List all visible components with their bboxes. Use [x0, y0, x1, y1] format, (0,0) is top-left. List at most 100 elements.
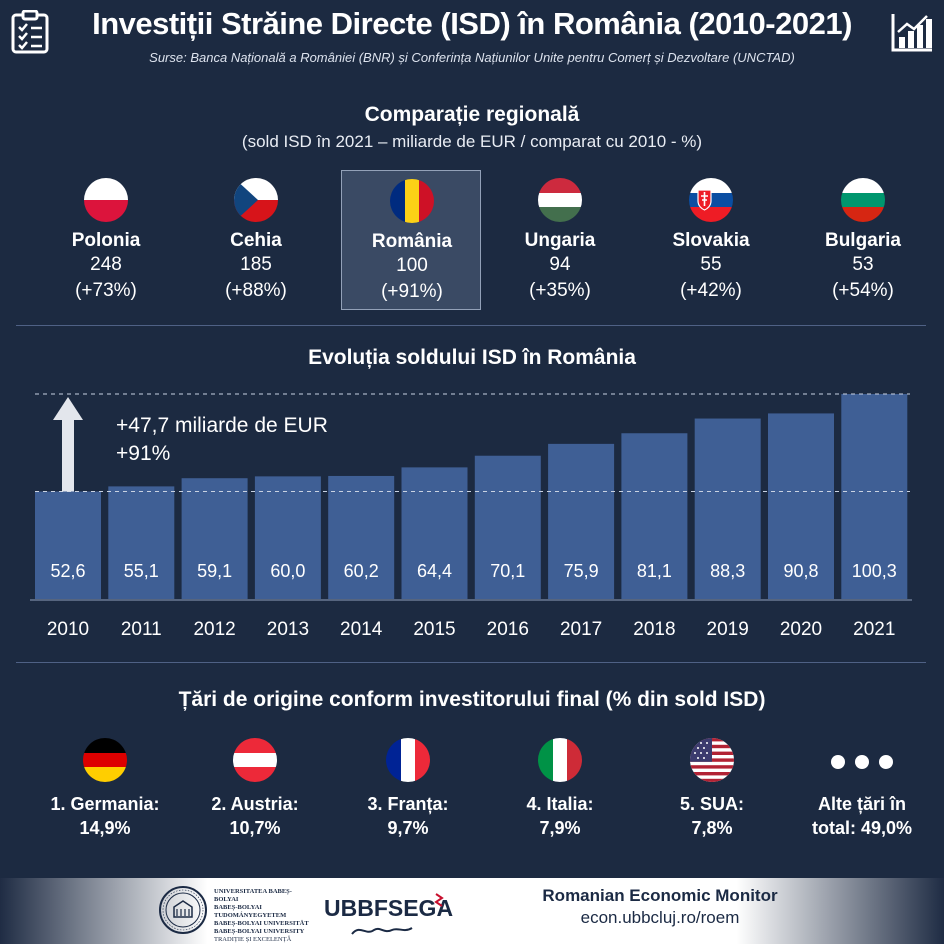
region-change: (+91%) [381, 281, 443, 302]
region-name: Bulgaria [824, 230, 902, 251]
region-change: (+73%) [75, 280, 137, 301]
increase-arrow-icon [53, 397, 83, 492]
region-value: 100 [396, 255, 428, 276]
bar-2018 [621, 433, 688, 599]
bar-2010 [35, 491, 101, 599]
origin-name: 3. Franța: [367, 794, 449, 814]
regional-title: Comparație regională [364, 103, 580, 126]
origin-percent: 10,7% [229, 818, 281, 838]
bar-value-label: 64,4 [417, 561, 452, 581]
bar-value-label: 81,1 [637, 561, 672, 581]
poland-flag-icon [84, 178, 128, 222]
header: Investiții Străine Directe (ISD) în Româ… [0, 0, 944, 80]
region-value: 248 [90, 254, 122, 275]
bar-value-label: 100,3 [852, 561, 897, 581]
origin-percent: 9,7% [387, 818, 429, 838]
bar-2013 [254, 476, 321, 599]
bar-value-label: 55,1 [124, 561, 159, 581]
region-change: (+54%) [832, 280, 894, 301]
bar-value-label: 52,6 [50, 561, 85, 581]
university-name: UNIVERSITATEA BABEȘ-BOLYAI BABEȘ-BOLYAI … [214, 888, 309, 943]
region-name: Slovakia [672, 230, 750, 251]
region-czechia: Cehia 185 (+88%) [186, 170, 326, 310]
bar-2015 [401, 467, 468, 599]
region-romania: România 100 (+91%) [341, 170, 481, 310]
section-divider [16, 662, 926, 663]
bar-2021 [841, 394, 908, 599]
bar-value-label: 70,1 [490, 561, 525, 581]
bulgaria-flag-icon [841, 178, 885, 222]
sources-note: Surse: Banca Națională a României (BNR) … [149, 50, 795, 65]
region-hungary: Ungaria 94 (+35%) [490, 170, 630, 310]
x-tick-label: 2018 [633, 619, 675, 640]
germany-flag-icon [83, 738, 127, 782]
origin-percent: total: 49,0% [811, 818, 913, 838]
region-name: România [371, 231, 453, 252]
origin-name: 4. Italia: [526, 794, 594, 814]
bar-2020 [768, 413, 834, 599]
region-change: (+88%) [225, 280, 287, 301]
bar-value-label: 59,1 [197, 561, 232, 581]
bar-2011 [108, 486, 175, 599]
x-tick-label: 2014 [340, 619, 383, 640]
austria-flag-icon [233, 738, 277, 782]
romania-flag-icon [390, 179, 434, 223]
bar-2017 [548, 443, 615, 599]
origin-percent: 14,9% [79, 818, 131, 838]
bar-value-label: 75,9 [564, 561, 599, 581]
origin-name: 1. Germania: [50, 794, 160, 814]
origin-name: 2. Austria: [211, 794, 299, 814]
ubb-fsega-logo: UBBFSEGA [324, 893, 453, 935]
bar-value-label: 60,0 [270, 561, 305, 581]
x-tick-label: 2019 [707, 619, 749, 640]
bar-value-label: 88,3 [710, 561, 745, 581]
origin-name: Alte țări în [817, 794, 906, 814]
bar-chart-growth-icon [891, 14, 932, 52]
chart-annotation-percent: +91% [116, 442, 171, 465]
ubb-logo-text: UBBFSEGA [324, 895, 453, 921]
region-bulgaria: Bulgaria 53 (+54%) [793, 170, 933, 310]
bar-2016 [474, 455, 541, 599]
clipboard-checklist-icon [11, 10, 49, 54]
czech-flag-icon [234, 178, 278, 222]
slovakia-flag-icon [689, 178, 733, 222]
region-name: Ungaria [524, 230, 596, 251]
origin-name: 5. SUA: [679, 794, 744, 814]
monitor-title: Romanian Economic Monitor [542, 886, 778, 905]
chart-annotation-amount: +47,7 miliarde de EUR [116, 414, 328, 437]
page-title: Investiții Străine Directe (ISD) în Româ… [92, 6, 852, 41]
footer: UNIVERSITATEA BABEȘ-BOLYAI BABEȘ-BOLYAI … [0, 878, 944, 944]
region-change: (+35%) [529, 280, 591, 301]
x-tick-label: 2017 [560, 619, 602, 640]
x-tick-label: 2016 [487, 619, 529, 640]
bar-value-label: 60,2 [344, 561, 379, 581]
region-poland: Polonia 248 (+73%) [36, 170, 176, 310]
section-divider [16, 325, 926, 326]
fdi-bar-chart: 52,6 55,1 59,1 60,0 60,2 64,4 70,1 75,9 81,1 88,3… [30, 393, 912, 640]
ellipsis-icon [831, 755, 893, 769]
bar-2014 [328, 475, 395, 599]
x-tick-label: 2015 [413, 619, 455, 640]
x-tick-label: 2011 [121, 619, 162, 640]
x-tick-label: 2020 [780, 619, 822, 640]
x-tick-label: 2010 [47, 619, 89, 640]
x-tick-label: 2021 [853, 619, 895, 640]
evolution-title: Evoluția soldului ISD în România [308, 346, 636, 369]
usa-flag-icon [690, 738, 734, 782]
x-tick-label: 2012 [193, 619, 235, 640]
france-flag-icon [386, 738, 430, 782]
origin-percent: 7,8% [691, 818, 733, 838]
region-value: 53 [852, 254, 874, 275]
regional-subtitle: (sold ISD în 2021 – miliarde de EUR / co… [241, 132, 703, 151]
italy-flag-icon [538, 738, 582, 782]
monitor-url[interactable]: econ.ubbcluj.ro/roem [580, 908, 740, 927]
bar-2019 [694, 418, 761, 599]
region-value: 94 [549, 254, 571, 275]
x-tick-label: 2013 [267, 619, 309, 640]
region-change: (+42%) [680, 280, 742, 301]
university-seal-icon [159, 886, 207, 934]
region-value: 55 [700, 254, 722, 275]
region-slovakia: Slovakia 55 (+42%) [641, 170, 781, 310]
hungary-flag-icon [538, 178, 582, 222]
origin-title: Țări de origine conform investitorului f… [178, 688, 766, 711]
